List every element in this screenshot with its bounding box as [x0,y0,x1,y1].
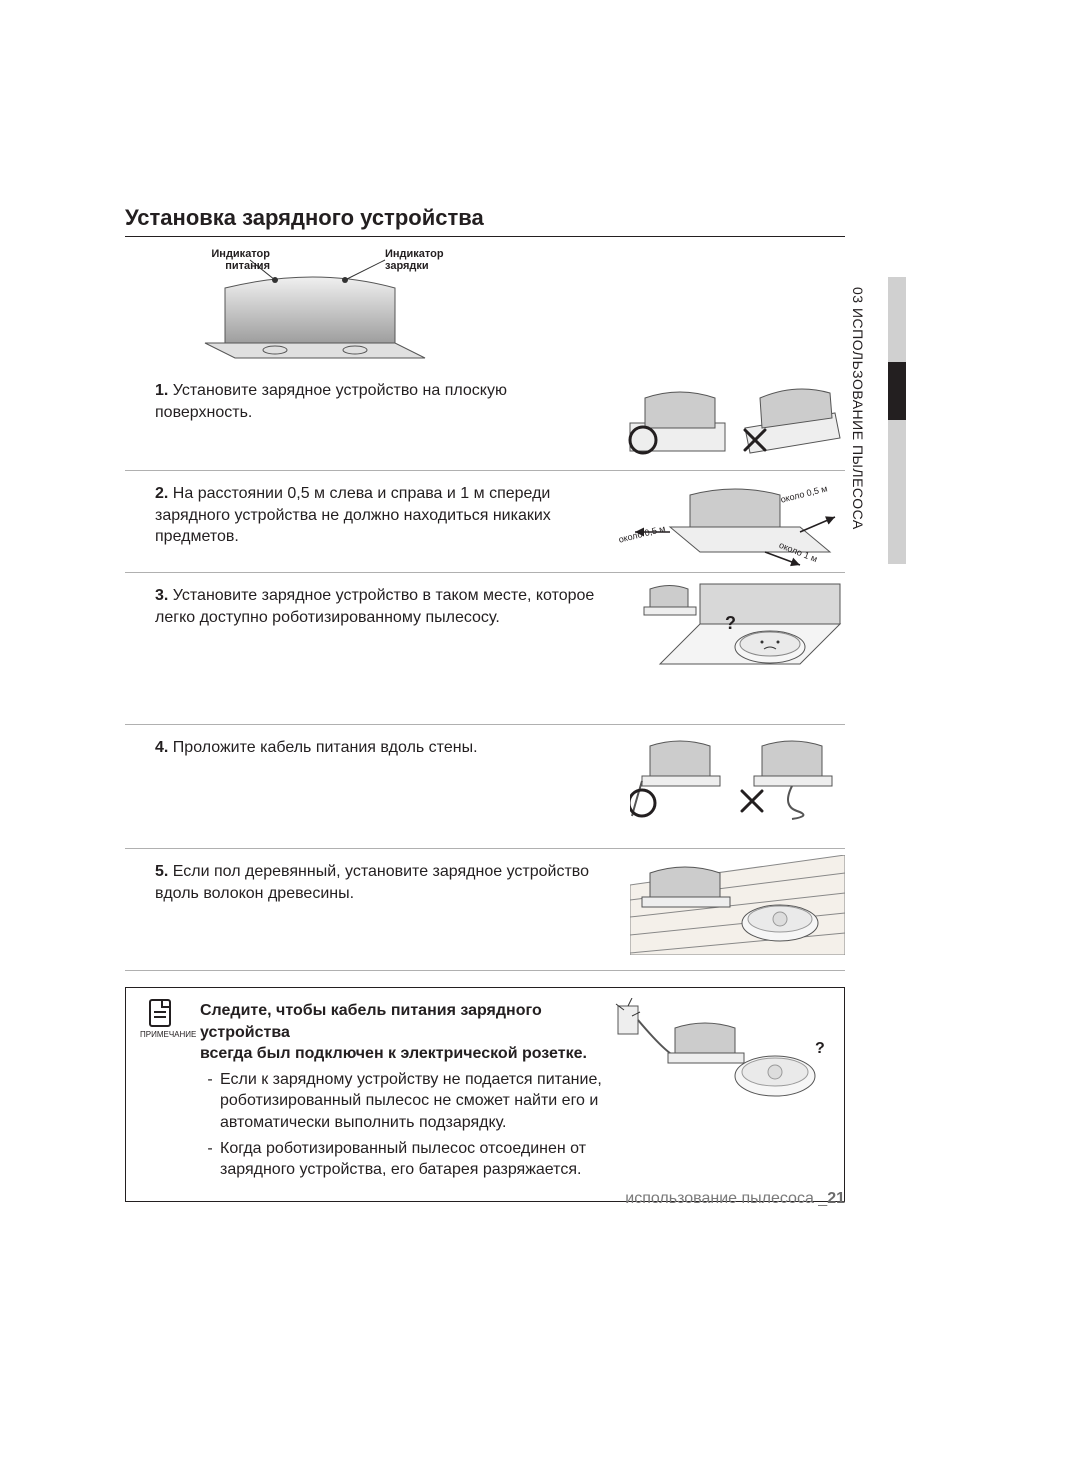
power-indicator-text: Индикатор питания [211,248,270,272]
step-3-text: 3. Установите зарядное устройство в тако… [155,585,605,628]
dash-bullet: - [200,1138,220,1181]
section-tab-label: 03 ИСПОЛЬЗОВАНИЕ ПЫЛЕСОСА [850,287,866,530]
step-2-figure: около 0,5 м около 0,5 м около 1 м [630,477,845,567]
step-5-text: 5. Если пол деревянный, установите заряд… [155,861,605,904]
note-figure: ? [610,998,830,1108]
step-2: 2. На расстоянии 0,5 м слева и справа и … [125,470,845,570]
step-3: 3. Установите зарядное устройство в тако… [125,572,845,672]
charge-indicator-text: Индикатор зарядки [385,248,444,272]
step-2-text: 2. На расстоянии 0,5 м слева и справа и … [155,483,605,548]
note-item-2: - Когда роботизированный пылесос отсоеди… [200,1138,620,1181]
power-indicator-label: Индикатор питания [190,248,270,272]
note-item-1-text: Если к зарядному устройству не подается … [220,1069,620,1134]
charge-indicator-label: Индикатор зарядки [385,248,460,272]
section-tab-bg [888,277,906,564]
footer-text: использование пылесоса _ [625,1190,827,1207]
step-2-body: На расстоянии 0,5 м слева и справа и 1 м… [155,485,551,545]
note-item-2-text: Когда роботизированный пылесос отсоедине… [220,1138,620,1181]
step-5-num: 5. [155,863,168,880]
step-1-text: 1. Установите зарядное устройство на пло… [155,380,605,423]
step-5-figure [630,855,845,955]
note-item-1: - Если к зарядному устройству не подаетс… [200,1069,620,1134]
step-4: 4. Проложите кабель питания вдоль стены. [125,724,845,824]
step-3-num: 3. [155,587,168,604]
svg-text:?: ? [815,1040,825,1057]
step-2-num: 2. [155,485,168,502]
step-4-num: 4. [155,739,168,756]
note-icon: ПРИМЕЧАНИЕ [140,998,180,1039]
section-tab: 03 ИСПОЛЬЗОВАНИЕ ПЫЛЕСОСА [870,277,906,564]
note-box: ПРИМЕЧАНИЕ Следите, чтобы кабель питания… [125,987,845,1202]
svg-text:?: ? [725,613,736,633]
section-tab-marker [888,362,906,420]
step-1-num: 1. [155,382,168,399]
heading-rule [125,236,845,237]
step-4-text: 4. Проложите кабель питания вдоль стены. [155,737,605,759]
step-5: 5. Если пол деревянный, установите заряд… [125,848,845,958]
step-4-figure [630,731,845,821]
note-bold-line1: Следите, чтобы кабель питания зарядного … [200,1000,620,1043]
note-body: Следите, чтобы кабель питания зарядного … [200,1000,620,1181]
footer-page-number: 21 [827,1190,845,1207]
steps-end-rule [125,970,845,971]
note-bold-line2: всегда был подключен к электрической роз… [200,1043,620,1065]
manual-page: Установка зарядного устройства 03 ИСПОЛЬ… [0,0,1080,1472]
step-1-body: Установите зарядное устройство на плоску… [155,382,507,421]
step-4-body: Проложите кабель питания вдоль стены. [173,739,478,756]
step-3-figure: ? [630,579,845,669]
note-icon-label: ПРИМЕЧАНИЕ [140,1030,180,1039]
page-footer: использование пылесоса _21 [125,1190,845,1208]
charger-indicator-figure: Индикатор питания Индикатор зарядки [195,248,455,368]
section-heading: Установка зарядного устройства [125,205,484,231]
step-5-body: Если пол деревянный, установите зарядное… [155,863,589,902]
step-3-body: Установите зарядное устройство в таком м… [155,587,594,626]
step-1: 1. Установите зарядное устройство на пло… [125,368,845,468]
dash-bullet: - [200,1069,220,1134]
step-1-figure [625,368,845,458]
